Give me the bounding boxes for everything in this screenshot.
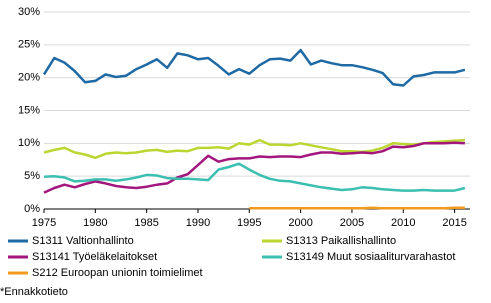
x-tick-label: 1990 <box>186 217 210 229</box>
x-tick-label: 2000 <box>288 217 312 229</box>
x-tick-label: 1980 <box>83 217 107 229</box>
y-tick-label: 15% <box>18 104 40 116</box>
series-line <box>43 138 465 160</box>
y-tick-label: 10% <box>18 137 40 149</box>
x-tick-label: 1995 <box>237 217 261 229</box>
x-tick-label: 1985 <box>134 217 158 229</box>
series-line <box>42 48 466 87</box>
x-tick-label: 2010 <box>391 217 415 229</box>
x-tick-label: 2005 <box>340 217 364 229</box>
legend-label: S212 Euroopan unionin toimielimet <box>32 267 203 279</box>
y-tick-label: 5% <box>24 170 40 182</box>
footnote: *Ennakkotieto <box>0 286 68 298</box>
legend-label: S1313 Paikallishallinto <box>286 235 396 247</box>
y-tick-label: 25% <box>18 39 40 51</box>
y-tick-label: 0% <box>24 203 40 215</box>
legend-label: S13149 Muut sosiaaliturvarahastot <box>286 251 455 263</box>
y-tick-label: 30% <box>18 6 40 18</box>
y-tick-label: 20% <box>18 72 40 84</box>
x-tick-label: 2015 <box>442 217 466 229</box>
series-line <box>43 141 465 194</box>
legend-label: S13141 Työeläkelaitokset <box>32 251 157 263</box>
series-line <box>249 206 465 210</box>
legend-label: S1311 Valtionhallinto <box>32 235 134 247</box>
x-tick-label: 1975 <box>32 217 56 229</box>
series-line <box>43 162 466 192</box>
